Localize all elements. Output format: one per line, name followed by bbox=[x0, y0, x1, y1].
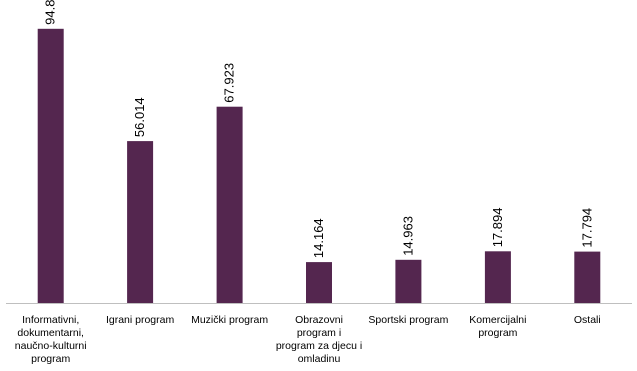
bar-0 bbox=[37, 28, 64, 304]
data-labels: 94.893 56.014 67.923 14.164 14.963 17.894 17.7… bbox=[43, 0, 595, 258]
bar-1 bbox=[127, 141, 154, 303]
data-label-3: 14.164 bbox=[311, 218, 326, 258]
category-label-6: Ostali bbox=[573, 314, 601, 326]
data-label-5: 17.894 bbox=[490, 208, 505, 248]
category-label-5: Komercijalni program bbox=[469, 314, 527, 339]
bar-6 bbox=[574, 251, 601, 303]
bar-4 bbox=[395, 259, 422, 303]
category-label-1: Igrani program bbox=[105, 314, 175, 326]
category-label-2: Muzički program bbox=[191, 314, 269, 326]
data-label-1: 56.014 bbox=[132, 97, 147, 137]
category-label-0: Informativni, dokumentarni, naučno-kultu… bbox=[14, 314, 87, 365]
category-label-4: Sportski program bbox=[368, 314, 449, 326]
bar-2 bbox=[216, 106, 243, 303]
bar-5 bbox=[484, 251, 511, 303]
bar-series bbox=[37, 28, 601, 304]
data-label-6: 17.794 bbox=[579, 208, 594, 248]
data-label-0: 94.893 bbox=[43, 0, 58, 25]
bar-3 bbox=[306, 262, 332, 303]
data-label-2: 67.923 bbox=[222, 63, 237, 103]
category-label-3: Obrazovni program i program za djecu i o… bbox=[275, 314, 363, 365]
data-label-4: 14.963 bbox=[400, 216, 415, 256]
